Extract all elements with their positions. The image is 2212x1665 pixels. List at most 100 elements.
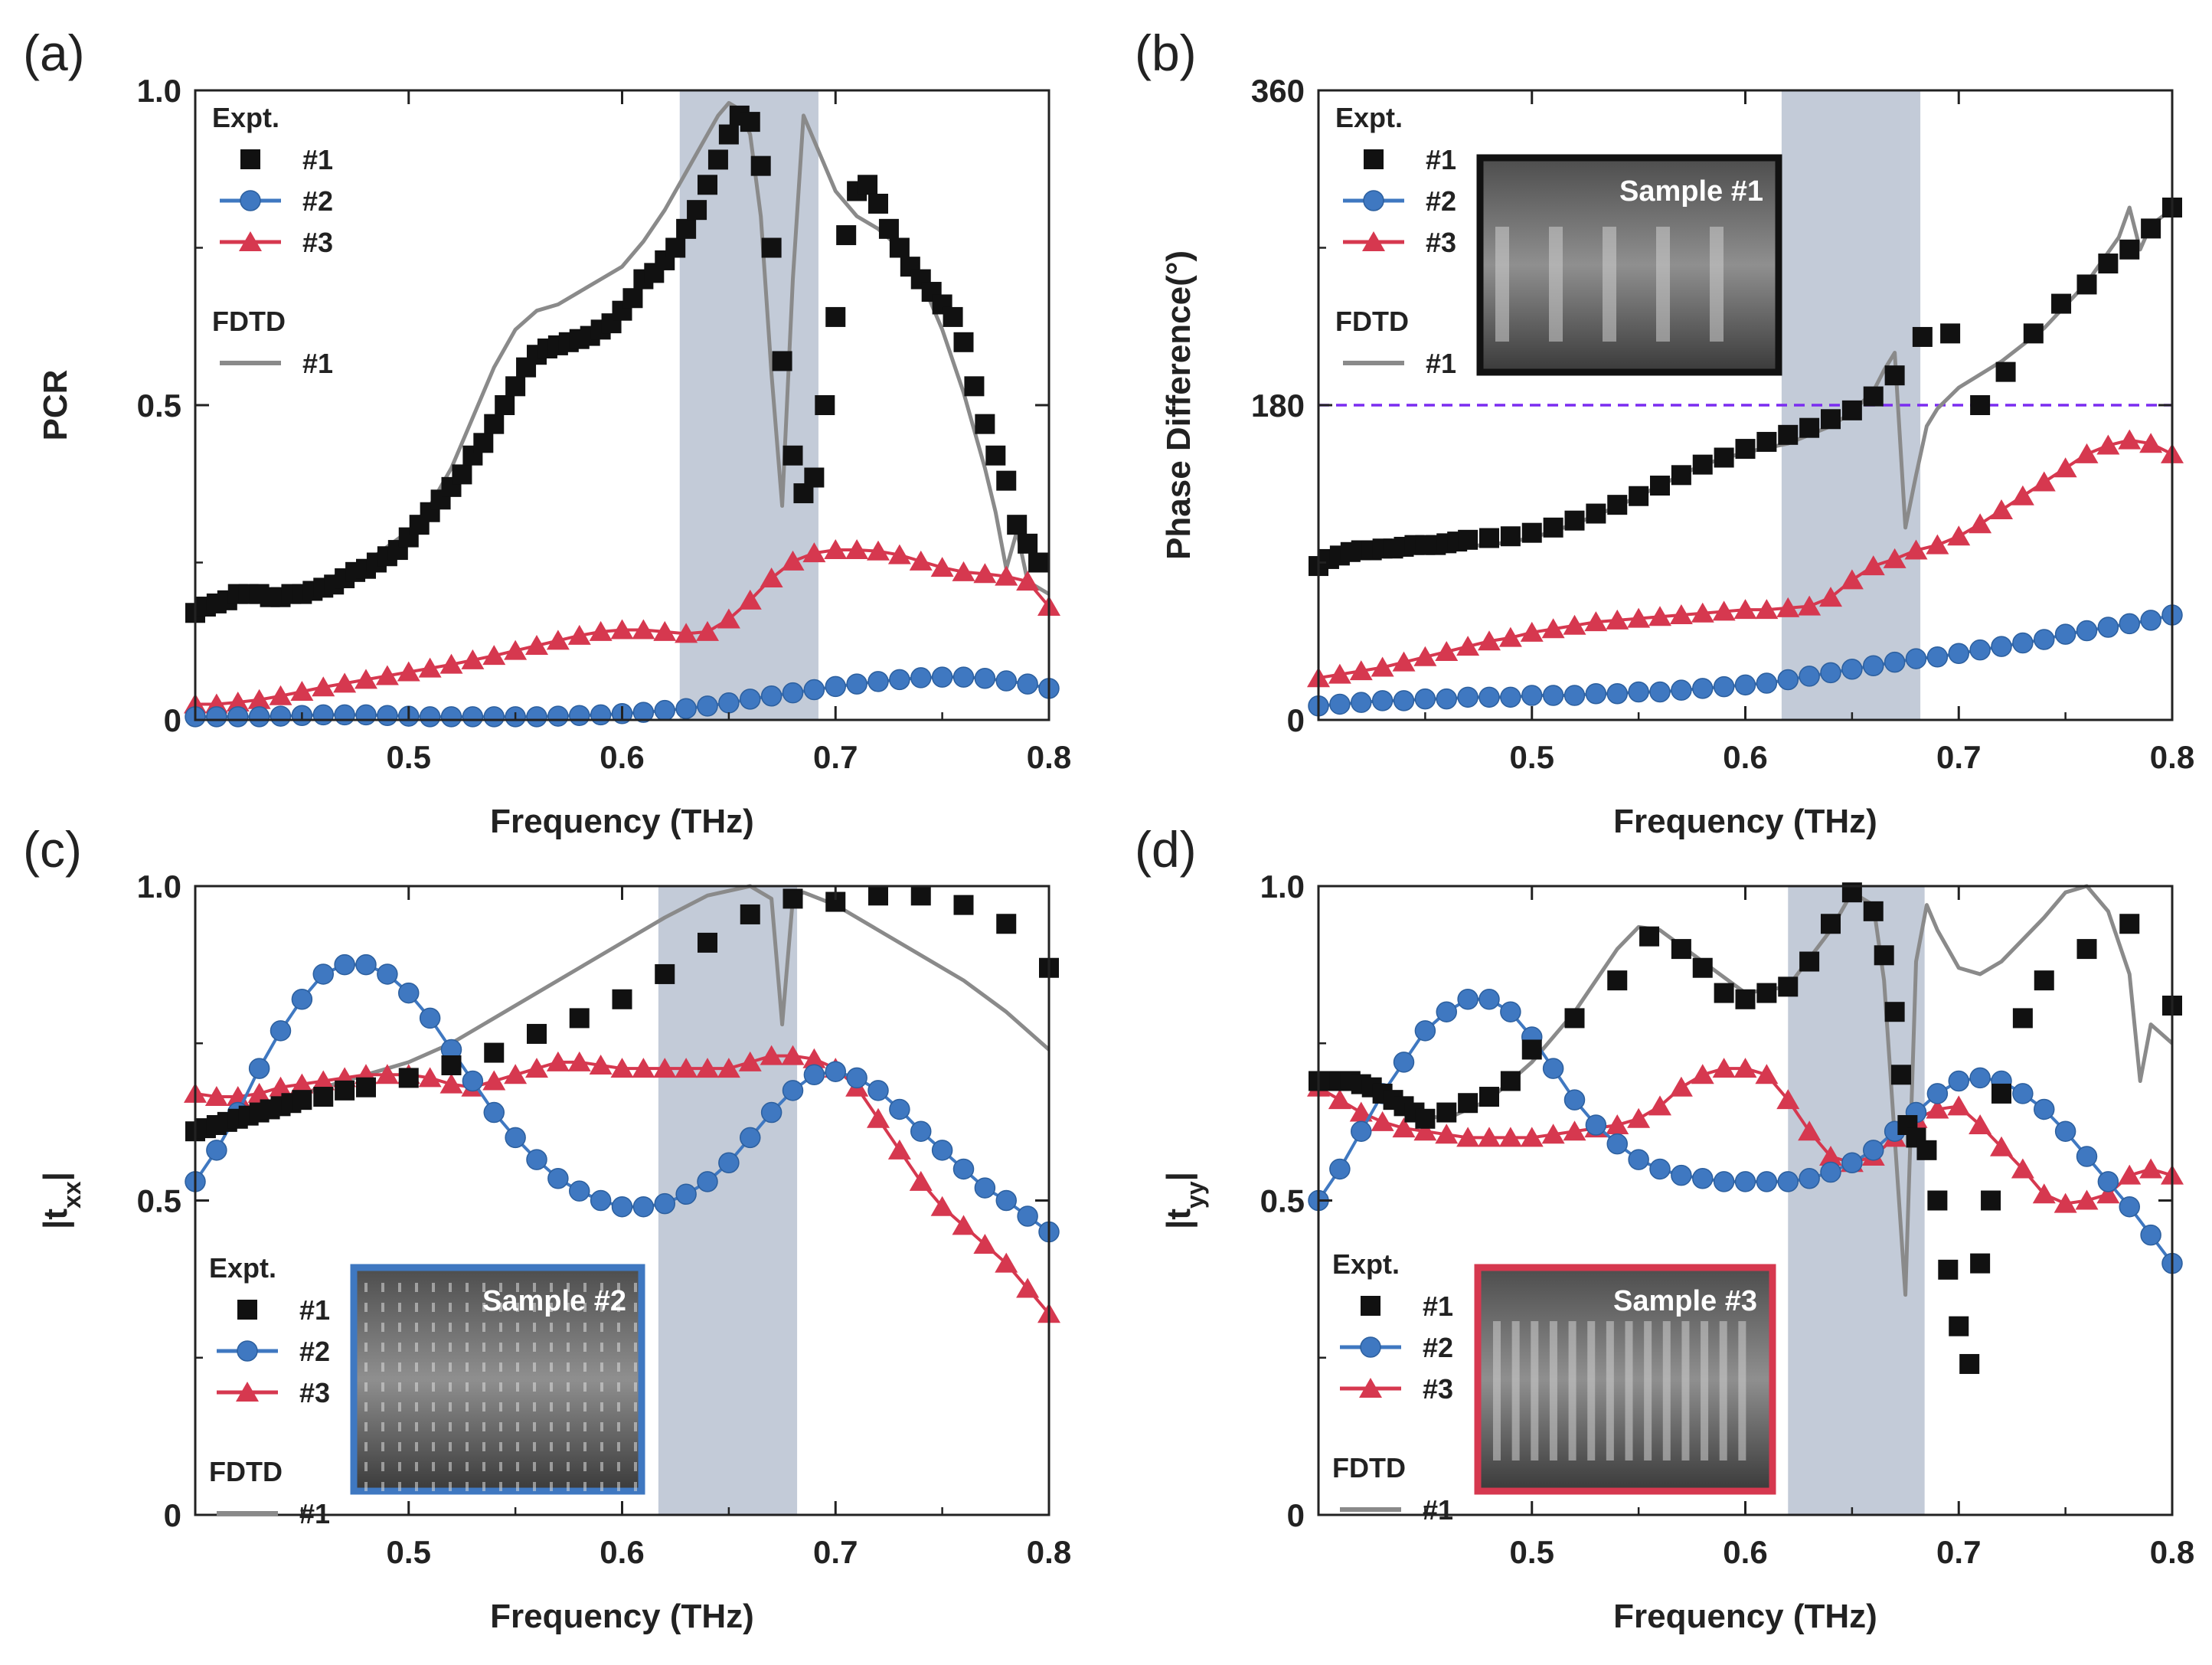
circle-point <box>1863 1140 1884 1161</box>
square-point <box>910 885 931 906</box>
circle-point <box>377 963 398 985</box>
sem-inset: Sample #2 <box>350 1264 645 1495</box>
circle-point <box>675 1183 697 1205</box>
square-point <box>1970 1253 1991 1274</box>
pillar-dot <box>398 1343 401 1352</box>
square-point <box>1970 395 1991 415</box>
square-point <box>804 467 825 488</box>
triangle-point <box>1541 1124 1565 1144</box>
circle-point <box>1329 693 1351 715</box>
pillar-dot <box>398 1442 401 1451</box>
legend-label: #1 <box>1423 1290 1453 1322</box>
circle-point <box>1457 989 1478 1010</box>
pillar-dot <box>567 1303 570 1312</box>
circle-point <box>1628 681 1649 703</box>
pillar-dot <box>482 1283 485 1292</box>
triangle-point <box>1349 1101 1373 1122</box>
legend-label: #2 <box>302 185 333 217</box>
triangle-point <box>567 1051 591 1071</box>
triangle-point <box>1990 1136 2013 1156</box>
legend-label: #3 <box>299 1377 330 1408</box>
legend: Expt. #1 #2 #3 FDTD #1 <box>209 1252 330 1529</box>
pillar-dot <box>600 1283 603 1292</box>
legend-label: #1 <box>1426 144 1456 175</box>
triangle-point <box>2075 443 2099 463</box>
square-point <box>441 1055 462 1075</box>
panel-2: (b) Sample #1 0.5 0.6 0.7 0.8 0 180 360 Frequency… <box>1135 25 2194 840</box>
circle-point <box>1841 1152 1863 1173</box>
y-axis-title: |txx| <box>37 1172 86 1229</box>
pillar-dot <box>466 1343 469 1352</box>
square-point <box>484 1042 505 1063</box>
circle-point <box>889 669 910 691</box>
circle-point <box>1692 678 1714 699</box>
pillar-dot <box>499 1402 502 1411</box>
inset-label: Sample #1 <box>1619 175 1763 208</box>
circle-point <box>440 706 462 728</box>
legend-title-fdtd: FDTD <box>1335 306 1409 337</box>
triangle-point <box>312 1070 335 1091</box>
series-fdtd-s1 <box>1318 884 2174 1297</box>
panel-label: (d) <box>1135 821 1197 878</box>
triangle-point <box>1669 604 1693 624</box>
triangle-point <box>845 539 869 560</box>
panel-3: (c) Sample #2 0.5 0.6 0.7 0.8 0 0.5 1.0 Frequency… <box>23 821 1071 1635</box>
pillar-dot <box>449 1462 452 1471</box>
y-tick-label: 0.5 <box>137 1183 181 1219</box>
pillar-dot <box>381 1442 384 1451</box>
triangle-point <box>867 1107 890 1128</box>
circle-point <box>910 667 932 689</box>
pillar-dot <box>381 1422 384 1431</box>
x-tick-label: 0.7 <box>1936 1534 1981 1570</box>
triangle-point <box>887 1139 911 1160</box>
triangle-point <box>824 539 848 560</box>
legend: Expt. #1 #2 #3 FDTD #1 <box>1332 1248 1453 1526</box>
pillar-dot <box>550 1343 553 1352</box>
circle-point <box>1563 685 1586 706</box>
inset-texture <box>1493 1321 1746 1461</box>
pillar-dot <box>533 1343 536 1352</box>
pillar-dot <box>364 1343 368 1352</box>
triangle-point <box>2075 1189 2099 1210</box>
square-point <box>1927 1190 1948 1211</box>
square-point <box>1756 431 1777 452</box>
pillar-dot <box>432 1482 435 1491</box>
triangle-point <box>439 1073 463 1094</box>
circle-point <box>2140 610 2161 631</box>
pillar-dot <box>381 1402 384 1411</box>
triangle-point <box>589 620 613 641</box>
circle-point <box>1969 1067 1991 1089</box>
circle-point <box>867 671 889 692</box>
pillar-dot <box>617 1303 620 1312</box>
square-point <box>1671 465 1691 486</box>
square-point <box>665 237 686 258</box>
series-expt-s1 <box>185 885 1059 1142</box>
square-point <box>707 149 728 170</box>
triangle-point <box>760 568 783 588</box>
triangle-point <box>1669 1076 1693 1097</box>
square-point <box>783 888 803 909</box>
x-tick-label: 0.8 <box>2150 1534 2194 1570</box>
legend: Expt. #1 #2 #3 FDTD #1 <box>1335 102 1456 379</box>
square-point <box>1714 447 1734 468</box>
pillar-dot <box>432 1422 435 1431</box>
triangle-point <box>930 1196 954 1216</box>
pillar-dot <box>600 1402 603 1411</box>
triangle-point <box>525 635 548 656</box>
legend-marker <box>1364 149 1384 169</box>
pillar-dot <box>482 1422 485 1431</box>
circle-point <box>526 706 547 728</box>
square-point <box>2023 323 2044 344</box>
triangle-point <box>1798 595 1822 616</box>
x-tick-label: 0.6 <box>1723 739 1767 775</box>
square-point <box>964 376 985 397</box>
pillar <box>1587 1321 1596 1461</box>
triangle-point <box>1883 548 1907 568</box>
pillar-dot <box>415 1362 418 1372</box>
pillar-dot <box>415 1462 418 1471</box>
pillar-dot <box>634 1303 637 1312</box>
circle-point <box>654 699 675 721</box>
circle-point <box>505 1127 526 1149</box>
legend-marker <box>236 1382 259 1402</box>
legend-label: #2 <box>1426 185 1456 217</box>
